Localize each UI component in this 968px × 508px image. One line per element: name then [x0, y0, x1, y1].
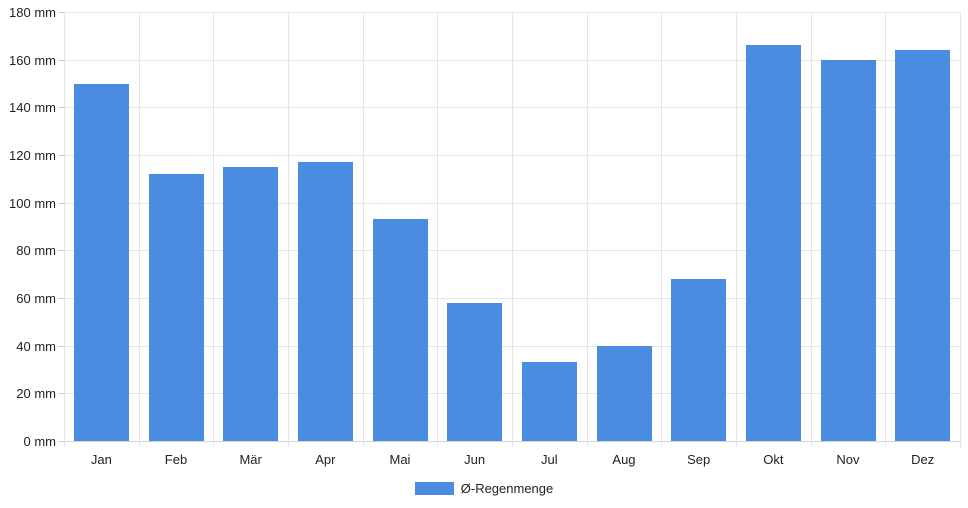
bar-mär[interactable]: [223, 166, 279, 441]
legend-label: Ø-Regenmenge: [460, 481, 554, 496]
x-axis-label-dez: Dez: [911, 452, 935, 467]
y-axis-label-160: 160 mm: [9, 52, 56, 68]
vertical-gridline: [437, 12, 439, 447]
bar-aug[interactable]: [596, 345, 652, 441]
y-axis-label-40: 40 mm: [16, 338, 56, 354]
vertical-gridline: [64, 12, 65, 447]
legend[interactable]: Ø-Regenmenge: [0, 481, 968, 496]
x-axis-label-mär: Mär: [239, 452, 262, 467]
vertical-gridline: [362, 12, 364, 447]
legend-swatch: [414, 482, 454, 495]
y-axis-label-120: 120 mm: [9, 148, 56, 163]
y-axis-label-60: 60 mm: [16, 291, 56, 306]
vertical-gridline: [512, 12, 513, 447]
y-axis-tick: [58, 12, 64, 13]
vertical-gridline: [138, 12, 140, 447]
vertical-gridline: [288, 12, 289, 447]
bar-feb[interactable]: [148, 174, 204, 441]
bar-jul[interactable]: [521, 362, 577, 441]
y-axis-tick: [58, 298, 64, 299]
bar-apr[interactable]: [297, 162, 353, 441]
y-axis-tick: [58, 393, 64, 395]
y-axis-tick: [58, 250, 64, 252]
vertical-gridline: [960, 12, 961, 447]
bar-mai[interactable]: [372, 219, 428, 441]
vertical-gridline: [213, 12, 215, 447]
x-axis-label-sep: Sep: [687, 452, 711, 467]
bar-sep[interactable]: [671, 278, 727, 441]
y-axis-tick: [58, 59, 64, 61]
x-axis-label-aug: Aug: [612, 452, 636, 467]
bar-jan[interactable]: [73, 83, 129, 441]
bar-dez[interactable]: [895, 50, 951, 441]
vertical-gridline: [586, 12, 588, 447]
y-axis-tick: [58, 107, 64, 109]
vertical-gridline: [810, 12, 812, 447]
vertical-gridline: [885, 12, 887, 447]
bar-nov[interactable]: [820, 59, 876, 441]
x-axis-label-feb: Feb: [164, 452, 188, 467]
vertical-gridline: [661, 12, 663, 447]
y-axis-tick: [58, 155, 64, 156]
y-axis-label-140: 140 mm: [9, 100, 56, 116]
y-axis-label-20: 20 mm: [16, 386, 56, 402]
x-axis-label-okt: Okt: [763, 452, 784, 467]
x-axis-label-nov: Nov: [836, 452, 860, 467]
x-axis-label-jan: Jan: [90, 452, 112, 467]
x-axis-label-jun: Jun: [464, 452, 486, 467]
x-axis-label-mai: Mai: [389, 452, 411, 467]
vertical-gridline: [736, 12, 737, 447]
y-axis-tick: [58, 202, 64, 204]
y-axis-label-180: 180 mm: [9, 5, 56, 20]
y-axis-label-100: 100 mm: [9, 195, 56, 211]
y-axis-tick: [58, 345, 64, 347]
y-axis-label-0: 0 mm: [23, 434, 57, 449]
x-axis-label-apr: Apr: [315, 452, 336, 467]
x-axis-label-jul: Jul: [541, 452, 558, 467]
bar-okt[interactable]: [745, 45, 801, 441]
y-axis-tick: [58, 441, 64, 442]
y-axis-label-80: 80 mm: [16, 243, 56, 259]
bar-jun[interactable]: [447, 302, 503, 441]
plot-area: [64, 12, 961, 447]
